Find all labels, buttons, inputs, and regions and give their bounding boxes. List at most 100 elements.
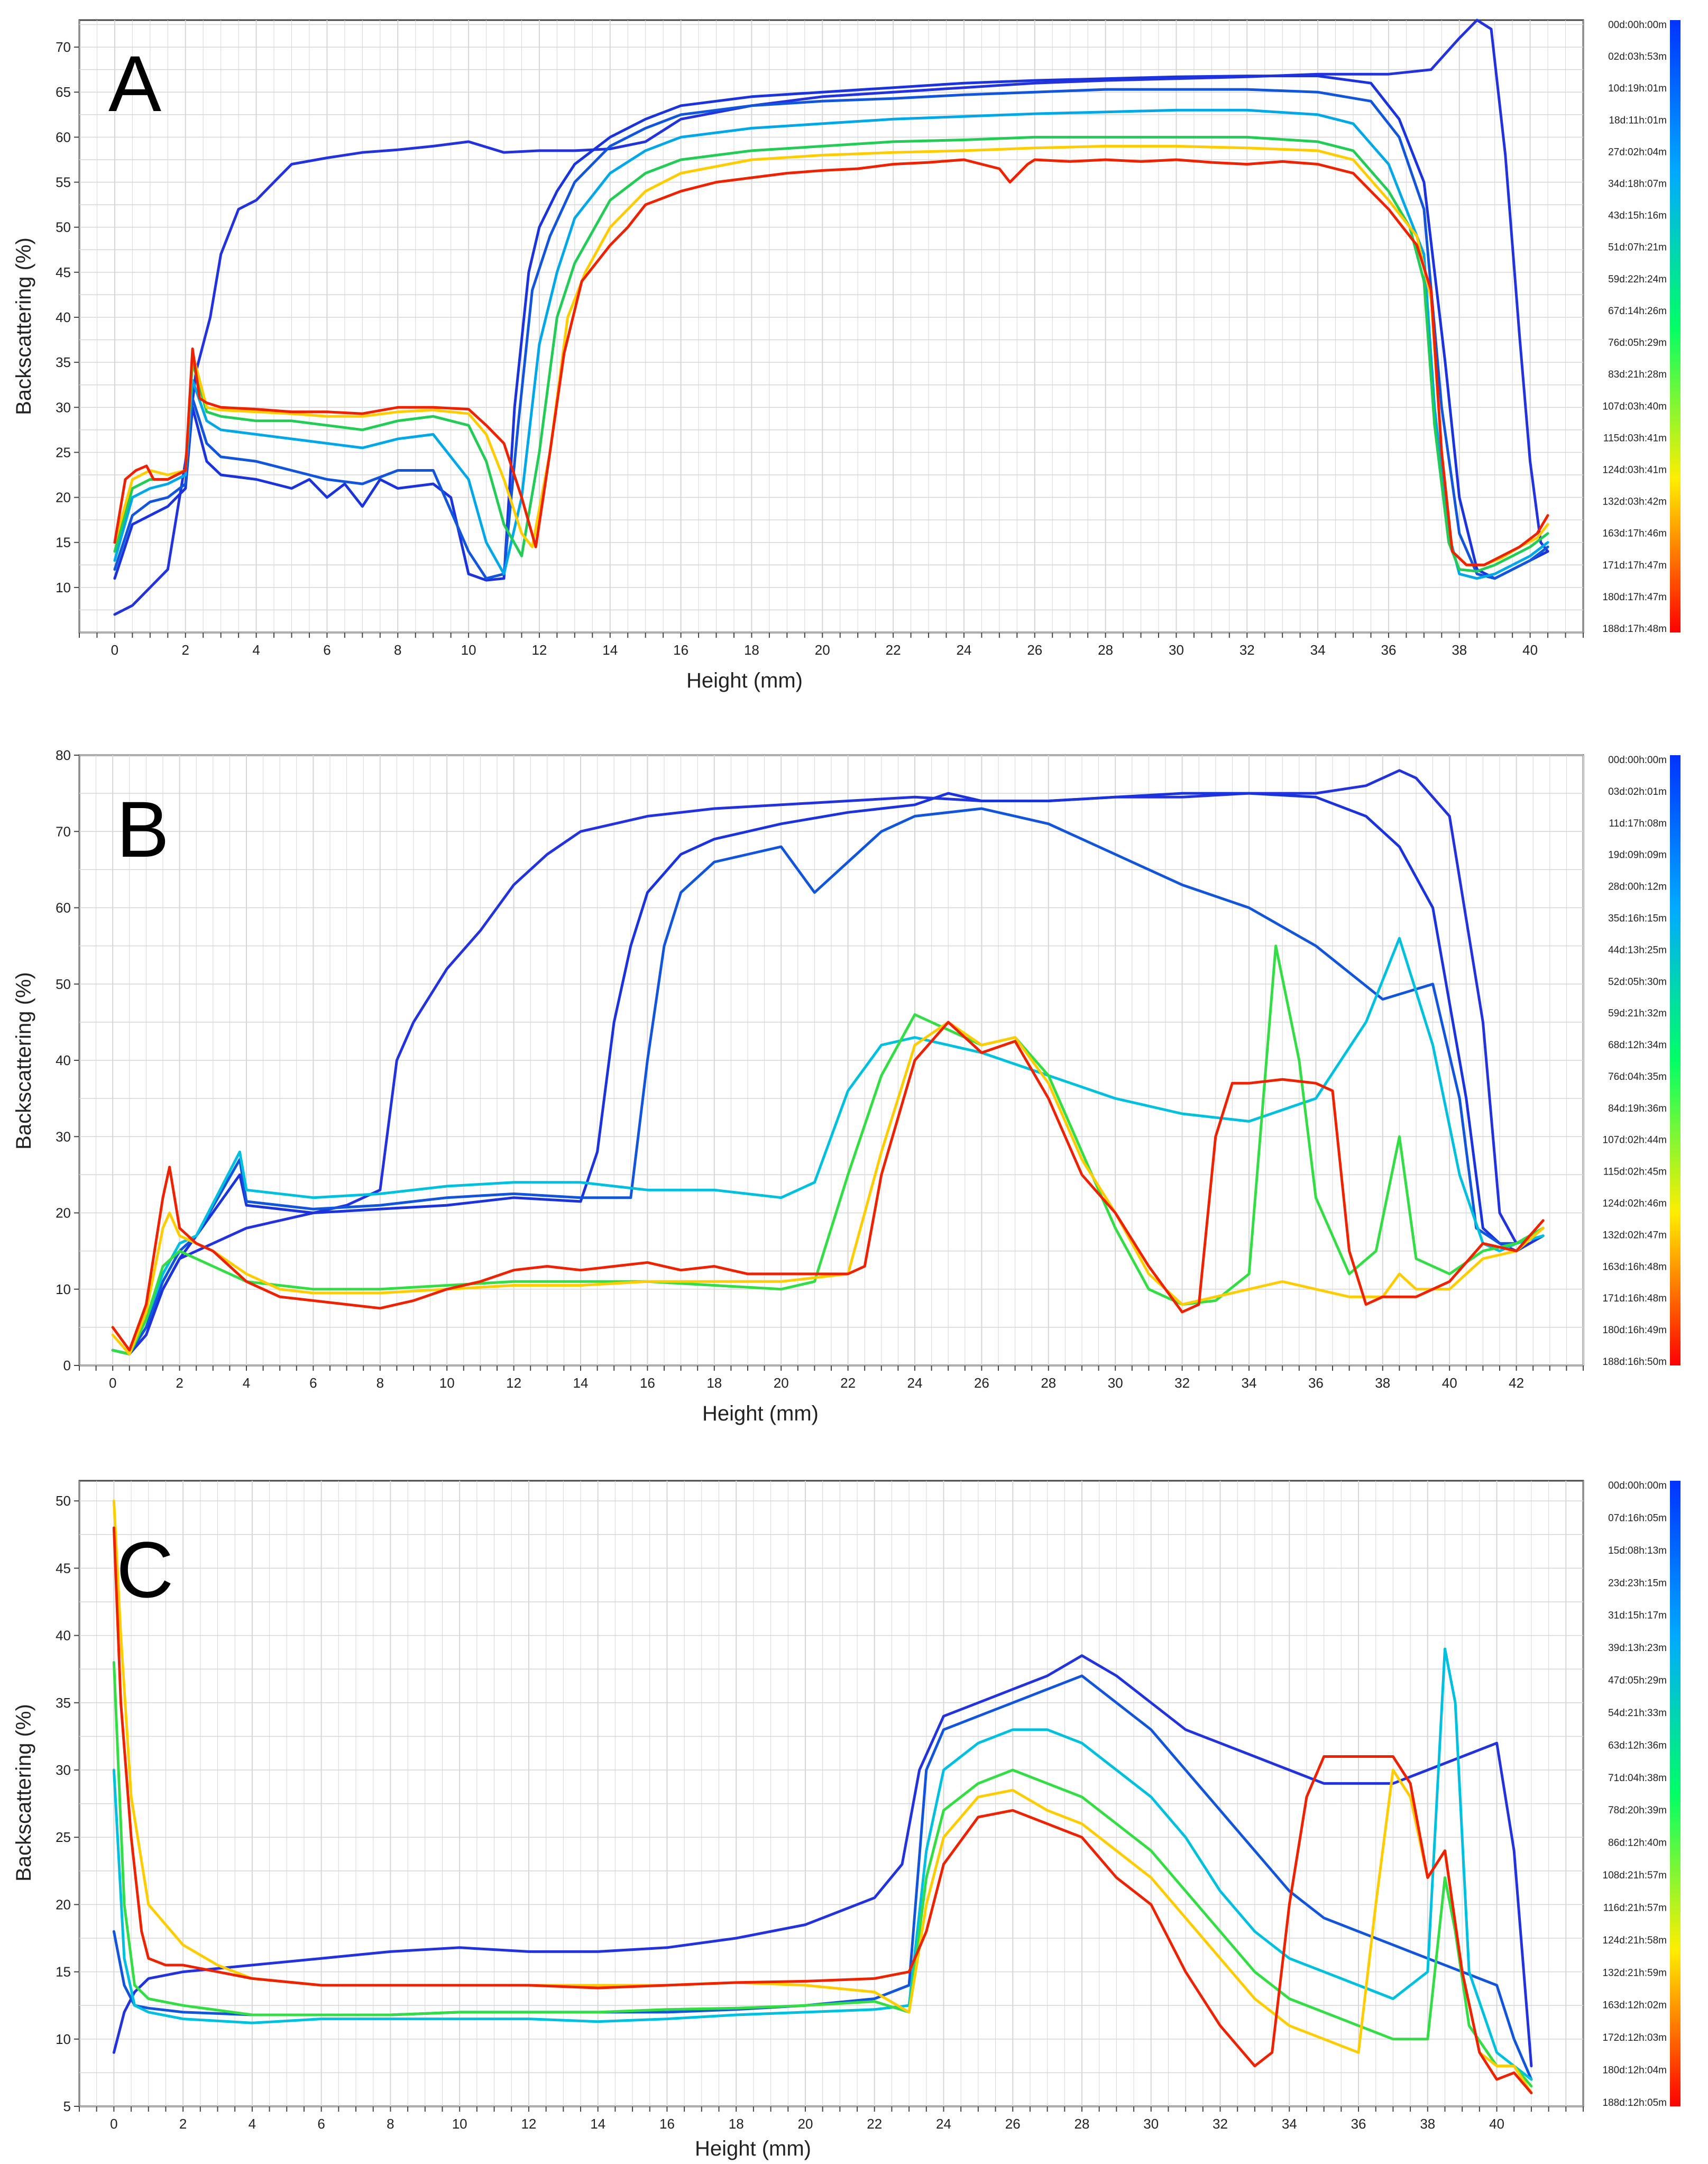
series-line [112,1654,1533,2068]
legend-label: 19d:09h:09m [1608,850,1667,861]
series-line [112,1661,1533,2088]
x-tick-label: 22 [867,2116,882,2132]
x-tick-label: 36 [1308,1375,1324,1391]
y-tick-label: 45 [56,264,71,280]
y-tick-label: 50 [56,1493,71,1509]
y-tick-label: 65 [56,84,71,100]
legend-label: 35d:16h:15m [1608,913,1667,924]
series-line [111,769,1545,1355]
x-tick-label: 22 [886,642,901,658]
legend-label: 78d:20h:39m [1608,1805,1667,1816]
time-legend: 00d:00h:00m 02d:03h:53m 10d:19h:01m 18d:11h… [1603,20,1667,635]
y-tick-label: 60 [56,900,71,916]
y-tick-label: 0 [63,1358,71,1373]
y-axis: 10 15 20 25 30 35 40 45 50 55 60 65 70 [56,39,79,595]
x-tick-label: 4 [252,642,260,658]
legend-label: 171d:16h:48m [1603,1293,1667,1304]
series-line [113,108,1549,580]
legend-label: 07d:16h:05m [1608,1512,1667,1524]
legend-label: 59d:22h:24m [1608,274,1667,285]
x-tick-label: 0 [109,1375,116,1391]
y-tick-label: 40 [56,1052,71,1068]
series-lines [113,19,1549,616]
series-line [111,937,1545,1355]
x-tick-label: 28 [1098,642,1113,658]
y-axis-title: Backscattering (%) [12,1704,35,1882]
legend-label: 67d:14h:26m [1608,306,1667,317]
legend-label: 83d:21h:28m [1608,369,1667,380]
series-line [113,19,1549,616]
y-tick-label: 35 [56,1695,71,1711]
series-line [112,1526,1533,2095]
y-tick-label: 50 [56,976,71,992]
y-tick-label: 20 [56,490,71,506]
x-tick-label: 24 [956,642,971,658]
series-line [113,75,1549,582]
y-tick-label: 80 [56,747,71,763]
legend-label: 63d:12h:36m [1608,1740,1667,1751]
legend-label: 84d:19h:36m [1608,1103,1667,1114]
x-tick-label: 18 [706,1375,722,1391]
x-tick-label: 34 [1310,642,1326,658]
x-tick-label: 30 [1143,2116,1159,2132]
x-tick-label: 36 [1351,2116,1366,2132]
x-tick-label: 12 [521,2116,536,2132]
legend-label: 18d:11h:01m [1609,115,1667,126]
x-tick-label: 2 [182,642,189,658]
legend-label: 34d:18h:07m [1608,179,1667,190]
legend-label: 188d:17h:48m [1603,623,1667,635]
x-tick-label: 4 [243,1375,250,1391]
y-tick-label: 25 [56,1829,71,1845]
x-tick-label: 2 [179,2116,187,2132]
x-tick-label: 10 [452,2116,467,2132]
y-tick-label: 30 [56,1129,71,1144]
gridlines [79,1481,1584,2107]
x-tick-label: 8 [377,1375,384,1391]
x-axis: 0 2 4 6 8 10 12 14 16 18 20 22 24 26 28 30 32 34 36 38 40 [79,2106,1584,2132]
x-tick-label: 42 [1509,1375,1524,1391]
legend-label: 76d:04h:35m [1608,1071,1667,1083]
y-tick-label: 40 [56,1628,71,1644]
x-tick-label: 0 [110,2116,117,2132]
legend-label: 188d:16h:50m [1603,1356,1667,1368]
legend-label: 180d:16h:49m [1603,1325,1667,1336]
panel-a: 0 2 4 6 8 10 12 14 16 18 20 22 24 26 28 30 32 34 36 38 40 10… [12,19,1681,692]
x-axis-title: Height (mm) [702,1402,819,1425]
panel-c: 0 2 4 6 8 10 12 14 16 18 20 22 24 26 28 30 32 34 36 38 40 51… [12,1480,1681,2160]
legend-label: 39d:13h:23m [1608,1643,1667,1654]
legend-label: 180d:12h:04m [1603,2065,1667,2076]
legend-label: 115d:02h:45m [1603,1167,1667,1178]
legend-label: 11d:17h:08m [1609,818,1667,829]
x-axis-title: Height (mm) [686,669,803,692]
y-tick-label: 70 [56,39,71,55]
legend-label: 132d:02h:47m [1603,1230,1667,1241]
x-tick-label: 10 [439,1375,455,1391]
series-line [111,1021,1545,1352]
gridlines [79,20,1584,633]
legend-label: 68d:12h:34m [1608,1040,1667,1051]
x-tick-label: 22 [840,1375,856,1391]
x-tick-label: 20 [798,2116,813,2132]
series-line [111,792,1545,1355]
x-tick-label: 28 [1041,1375,1056,1391]
legend-label: 00d:00h:00m [1608,20,1667,31]
x-tick-label: 16 [659,2116,675,2132]
legend-label: 163d:16h:48m [1603,1261,1667,1272]
legend-label: 51d:07h:21m [1608,242,1667,253]
time-legend: 00d:00h:00m 07d:16h:05m 15d:08h:13m 23d:23h… [1603,1480,1667,2108]
x-tick-label: 14 [573,1375,589,1391]
legend-label: 03d:02h:01m [1608,786,1667,797]
legend-label: 47d:05h:29m [1608,1675,1667,1686]
x-tick-label: 14 [590,2116,605,2132]
legend-label: 52d:05h:30m [1608,976,1667,987]
legend-label: 59d:21h:32m [1608,1008,1667,1019]
x-tick-label: 18 [729,2116,744,2132]
legend-label: 23d:23h:15m [1608,1578,1667,1589]
legend-label: 124d:03h:41m [1603,464,1667,475]
legend-label: 54d:21h:33m [1608,1708,1667,1719]
x-tick-label: 16 [640,1375,655,1391]
x-axis: 0 2 4 6 8 10 12 14 16 18 20 22 24 26 28 30 32 34 36 38 40 42 [79,1365,1584,1391]
legend-label: 43d:15h:16m [1608,210,1667,222]
gridlines [79,755,1584,1366]
